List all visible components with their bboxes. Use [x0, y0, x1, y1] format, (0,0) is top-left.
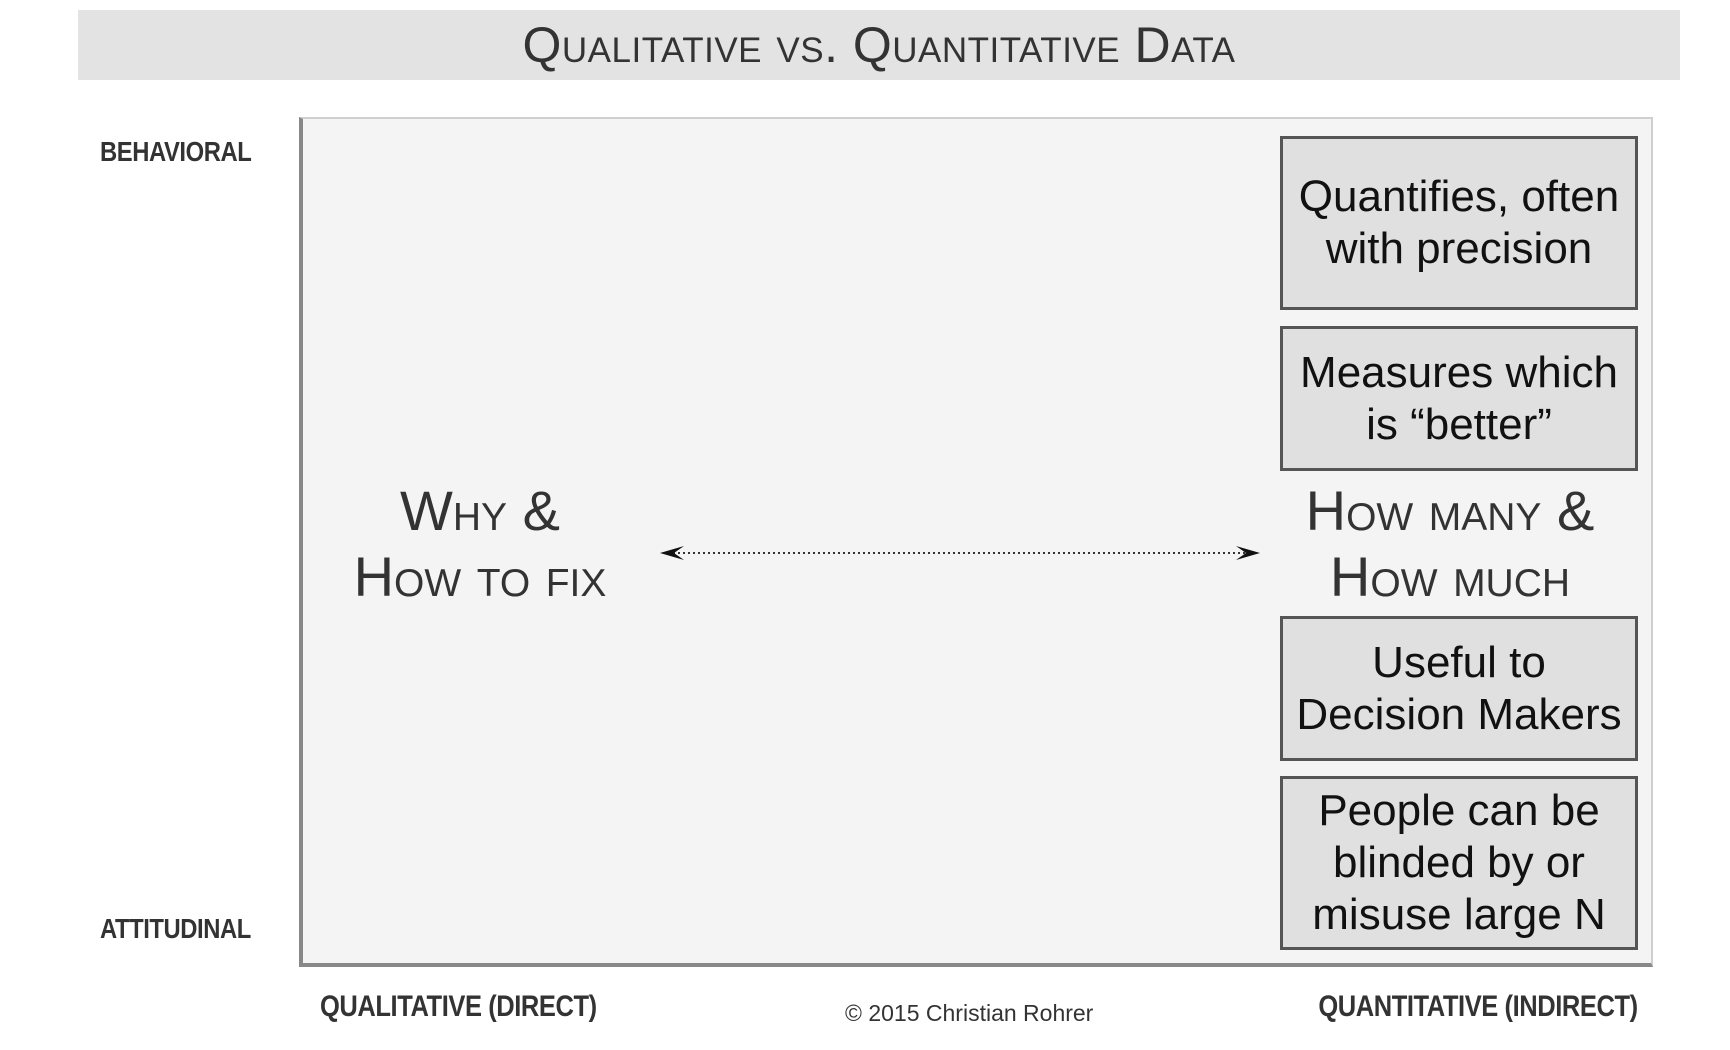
title-bar: Qualitative vs. Quantitative Data	[78, 10, 1680, 80]
box-useful: Useful to Decision Makers	[1280, 616, 1638, 761]
box-people-line-3: misuse large N	[1312, 890, 1606, 939]
box-measures-line-2: is “better”	[1366, 399, 1552, 449]
box-people-line-1: People can be	[1318, 786, 1600, 835]
qualitative-question-label: Why & How to fix	[330, 478, 630, 610]
box-useful-line-1: Useful to	[1372, 637, 1546, 687]
x-axis-right-label: QUANTITATIVE (INDIRECT)	[1318, 990, 1639, 1023]
quantitative-question-line-2: How much	[1329, 545, 1571, 608]
box-measures: Measures which is “better”	[1280, 326, 1638, 471]
box-people: People can be blinded by or misuse large…	[1280, 776, 1638, 950]
box-quantifies-line-2: with precision	[1325, 224, 1593, 273]
qualitative-question-line-2: How to fix	[353, 545, 607, 608]
x-axis-left-label: QUALITATIVE (DIRECT)	[320, 990, 597, 1023]
quantitative-question-label: How many & How much	[1280, 478, 1620, 610]
qualitative-question-line-1: Why &	[400, 479, 560, 542]
box-useful-line-2: Decision Makers	[1296, 689, 1622, 739]
quantitative-question-line-1: How many &	[1305, 479, 1595, 542]
diagram-title: Qualitative vs. Quantitative Data	[522, 17, 1236, 73]
copyright-text: © 2015 Christian Rohrer	[845, 1000, 1094, 1026]
y-axis-top-label: BEHAVIORAL	[100, 136, 252, 167]
y-axis-bottom-label: ATTITUDINAL	[100, 913, 251, 944]
box-quantifies-line-1: Quantifies, often	[1298, 172, 1620, 221]
box-measures-line-1: Measures which	[1300, 347, 1618, 397]
box-quantifies: Quantifies, often with precision	[1280, 136, 1638, 310]
double-arrow	[660, 546, 1260, 560]
box-people-line-2: blinded by or	[1333, 838, 1585, 887]
